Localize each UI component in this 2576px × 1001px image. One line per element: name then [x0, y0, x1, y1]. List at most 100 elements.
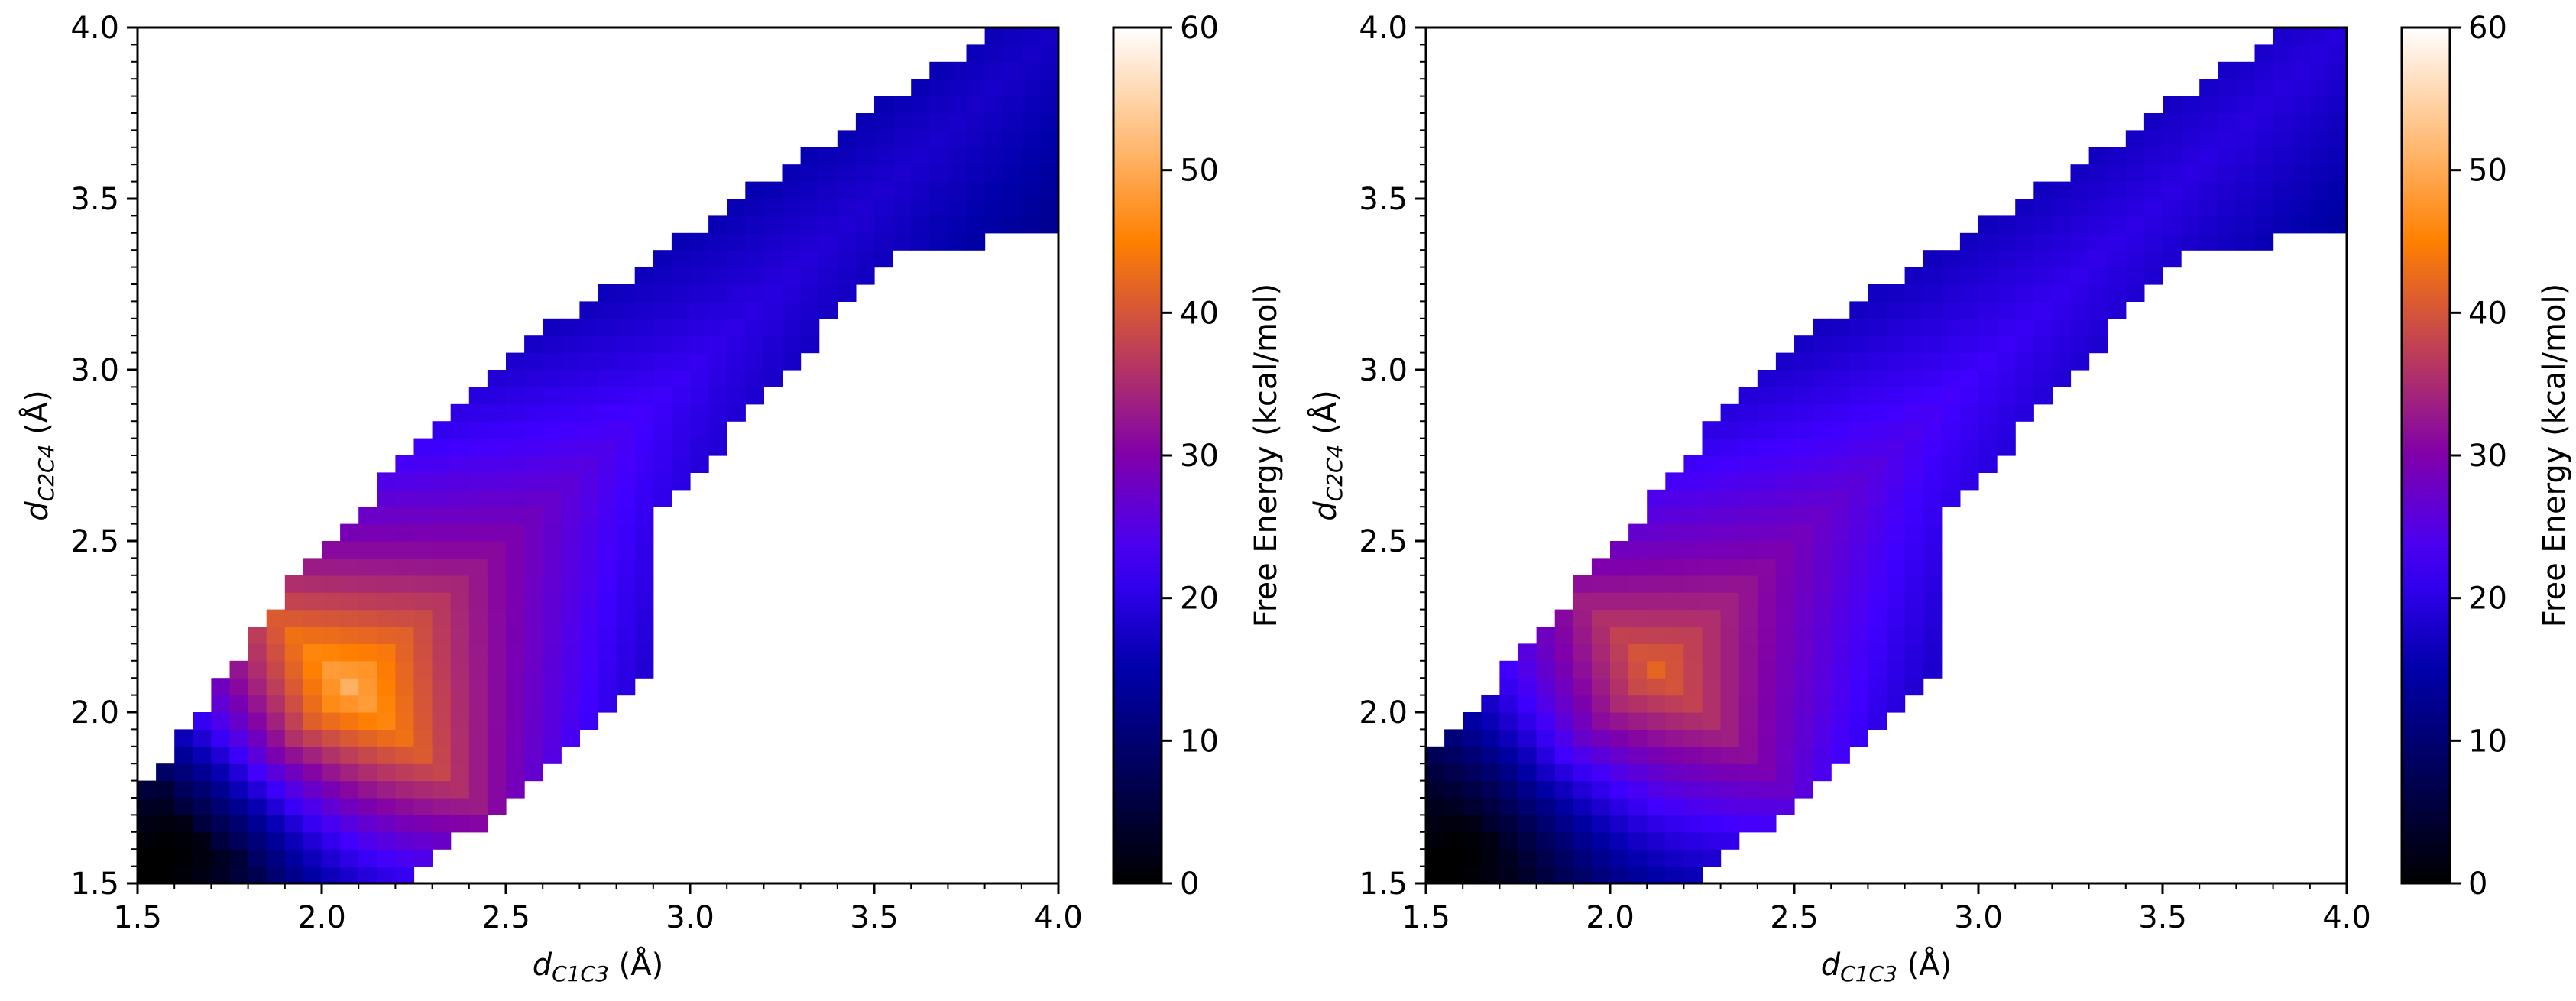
heatmap-cell: [248, 695, 267, 713]
heatmap-cell: [413, 438, 433, 456]
heatmap-cell: [1518, 660, 1537, 679]
heatmap-cell: [543, 489, 562, 507]
heatmap-cell: [782, 352, 802, 371]
heatmap-cell: [1868, 318, 1887, 336]
heatmap-cell: [377, 815, 396, 833]
heatmap-cell: [174, 780, 193, 799]
heatmap-cell: [2163, 130, 2182, 148]
heatmap-cell: [2236, 113, 2256, 131]
heatmap-cell: [413, 815, 433, 833]
heatmap-cell: [506, 729, 525, 747]
heatmap-cell: [1481, 849, 1500, 867]
heatmap-cell: [1683, 472, 1703, 491]
heatmap-cell: [929, 232, 948, 251]
heatmap-cell: [745, 267, 764, 285]
heatmap-cell: [579, 575, 599, 593]
heatmap-cell: [506, 678, 525, 696]
heatmap-cell: [2273, 147, 2292, 165]
heatmap-cell: [248, 780, 267, 799]
heatmap-cell: [1923, 643, 1943, 662]
heatmap-cell: [1720, 660, 1740, 679]
heatmap-cell: [561, 421, 580, 439]
heatmap-cell: [1665, 472, 1684, 491]
heatmap-cell: [450, 455, 470, 473]
heatmap-cell: [2033, 352, 2053, 371]
heatmap-cell: [432, 541, 452, 559]
heatmap-cell: [1039, 96, 1059, 114]
heatmap-cell: [598, 472, 617, 491]
heatmap-cell: [2015, 335, 2034, 354]
heatmap-cell: [450, 507, 470, 525]
heatmap-cell: [561, 438, 580, 456]
heatmap-cell: [616, 352, 636, 371]
heatmap-cell: [2291, 215, 2311, 234]
heatmap-cell: [1886, 643, 1906, 662]
heatmap-cell: [543, 592, 562, 611]
heatmap-cell: [616, 403, 636, 422]
heatmap-cell: [1794, 455, 1813, 473]
heatmap-cell: [1647, 592, 1666, 611]
heatmap-cell: [690, 387, 709, 405]
heatmap-cell: [1003, 61, 1022, 79]
heatmap-cell: [303, 831, 322, 850]
heatmap-cell: [1923, 387, 1943, 405]
heatmap-cell: [1738, 592, 1758, 611]
heatmap-cell: [377, 780, 396, 799]
heatmap-cell: [524, 541, 543, 559]
heatmap-cell: [266, 866, 286, 884]
heatmap-cell: [1702, 746, 1722, 764]
heatmap-cell: [432, 558, 452, 576]
heatmap-cell: [1886, 318, 1906, 336]
heatmap-cell: [138, 815, 157, 833]
heatmap-cell: [2328, 96, 2348, 114]
heatmap-cell: [1610, 815, 1629, 833]
heatmap-cell: [2125, 181, 2145, 199]
heatmap-cell: [432, 831, 452, 850]
heatmap-cell: [966, 181, 986, 199]
heatmap-cell: [1997, 267, 2016, 285]
heatmap-cell: [2070, 318, 2090, 336]
heatmap-cell: [1665, 866, 1684, 884]
heatmap-cell: [893, 147, 912, 165]
heatmap-cell: [450, 627, 470, 644]
heatmap-cell: [487, 695, 507, 713]
heatmap-cell: [450, 609, 470, 627]
heatmap-cell: [837, 284, 857, 302]
heatmap-cell: [1536, 678, 1556, 696]
heatmap-cell: [745, 181, 764, 199]
heatmap-cell: [432, 643, 452, 662]
heatmap-cell: [1813, 318, 1832, 336]
heatmap-cell: [1813, 678, 1832, 696]
heatmap-cell: [561, 318, 580, 336]
heatmap-cell: [1738, 387, 1758, 405]
heatmap-cell: [2163, 164, 2182, 183]
heatmap-cell: [1481, 831, 1500, 850]
heatmap-cell: [524, 695, 543, 713]
heatmap-cell: [1426, 763, 1445, 782]
heatmap-cell: [2309, 147, 2329, 165]
heatmap-cell: [579, 507, 599, 525]
heatmap-cell: [450, 712, 470, 730]
heatmap-cell: [708, 387, 727, 405]
heatmap-cell: [1978, 421, 1998, 439]
heatmap-cell: [2052, 250, 2072, 268]
heatmap-cell: [837, 147, 857, 165]
heatmap-cell: [561, 729, 580, 747]
heatmap-cell: [487, 763, 507, 782]
heatmap-cell: [266, 763, 286, 782]
heatmap-cell: [1665, 592, 1684, 611]
heatmap-cell: [358, 507, 377, 525]
heatmap-cell: [413, 798, 433, 815]
heatmap-cell: [745, 301, 764, 319]
heatmap-cell: [948, 130, 967, 148]
heatmap-cell: [1738, 660, 1758, 679]
heatmap-cell: [2163, 199, 2182, 216]
heatmap-cell: [1702, 541, 1722, 559]
heatmap-cell: [1868, 712, 1887, 730]
heatmap-cell: [2107, 215, 2127, 234]
heatmap-cell: [1775, 472, 1795, 491]
heatmap-cell: [1904, 489, 1924, 507]
heatmap-cell: [1813, 643, 1832, 662]
heatmap-cell: [1720, 438, 1740, 456]
heatmap-cell: [377, 660, 396, 679]
